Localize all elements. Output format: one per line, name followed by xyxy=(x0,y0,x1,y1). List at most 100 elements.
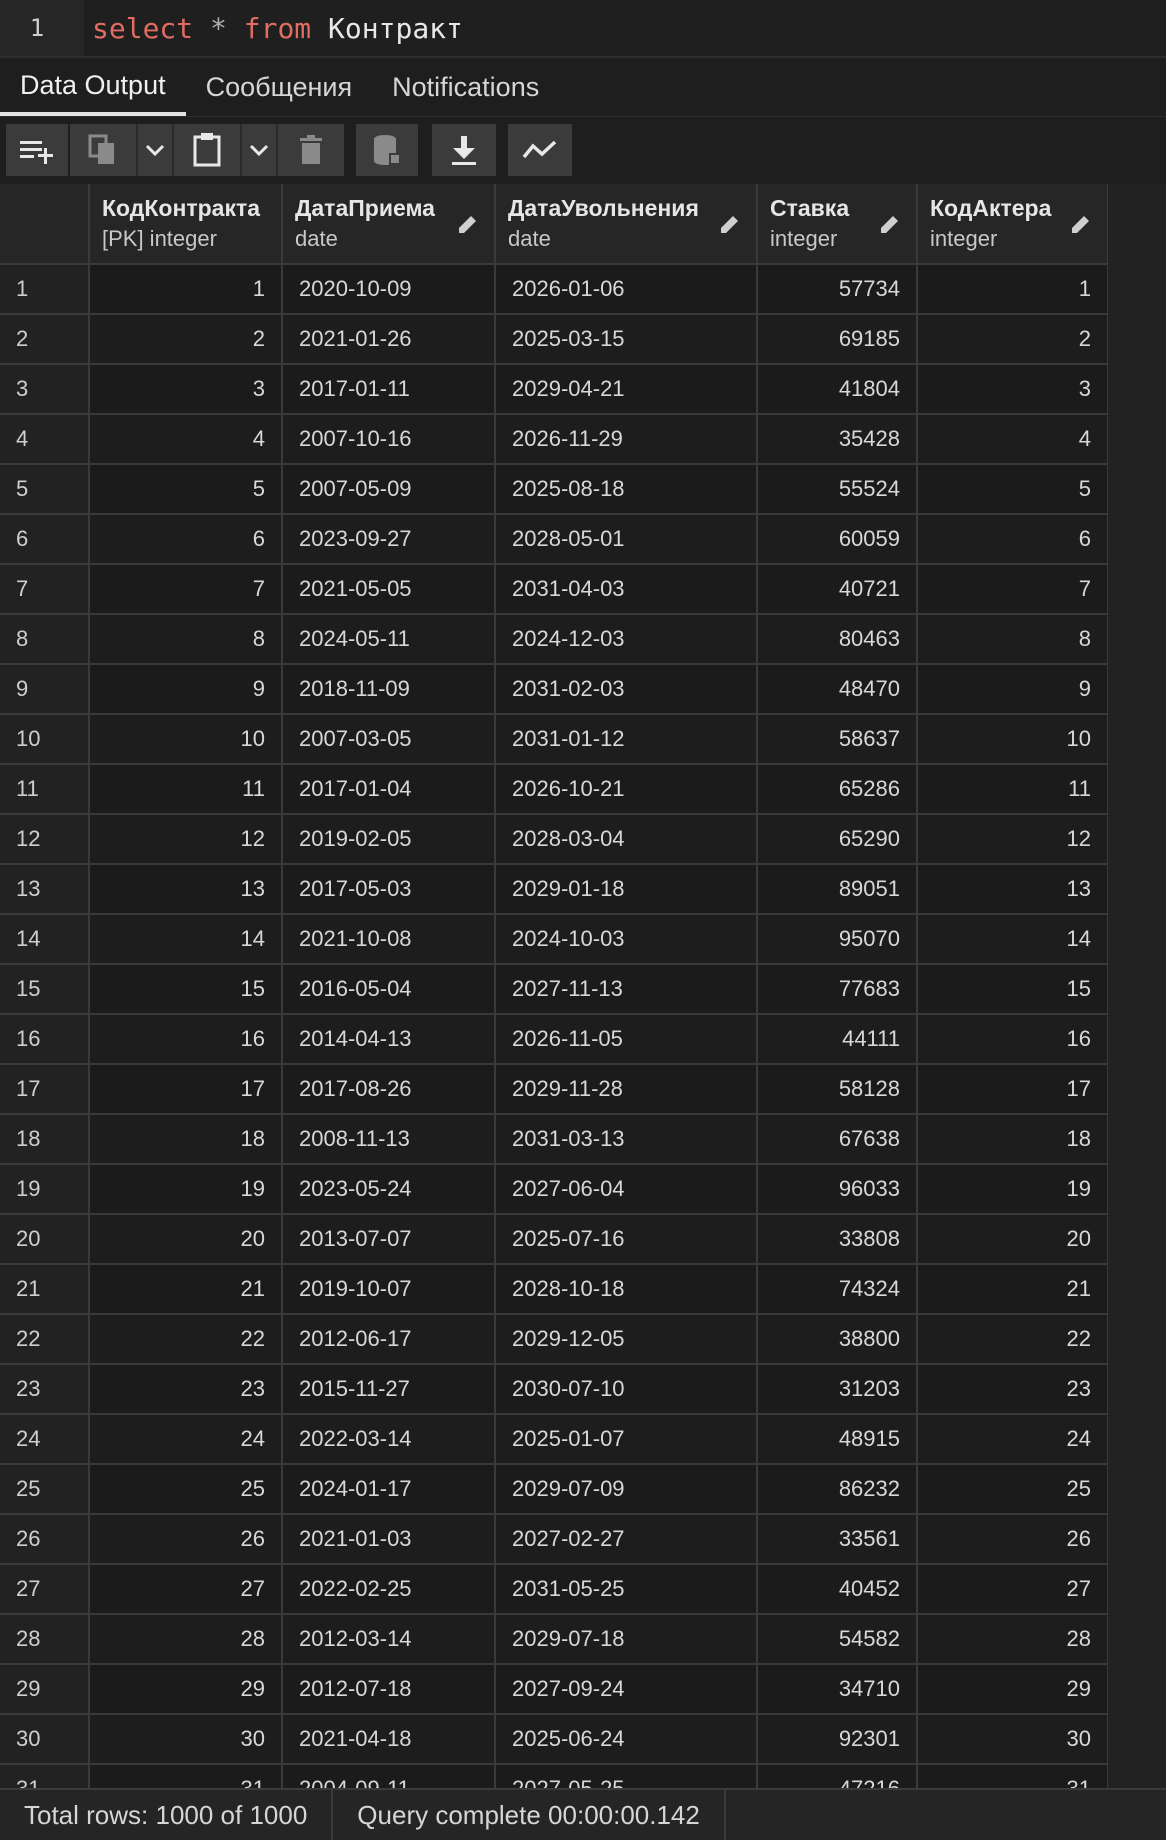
table-row[interactable]: 10 10 2007-03-05 2031-01-12 58637 10 xyxy=(0,714,1108,765)
table-cell[interactable]: 2023-05-24 xyxy=(282,1164,496,1215)
table-cell[interactable]: 30 xyxy=(917,1714,1108,1765)
table-cell[interactable]: 2026-11-05 xyxy=(495,1014,758,1065)
paste-options-dropdown[interactable] xyxy=(242,124,276,176)
table-cell[interactable]: 16 xyxy=(89,1014,283,1065)
table-cell[interactable]: 2017-08-26 xyxy=(282,1064,496,1115)
table-cell[interactable]: 15 xyxy=(89,964,283,1015)
table-cell[interactable]: 16 xyxy=(917,1014,1108,1065)
table-cell[interactable]: 7 xyxy=(917,564,1108,615)
table-cell[interactable]: 2 xyxy=(89,314,283,365)
table-cell[interactable]: 10 xyxy=(89,714,283,765)
column-header-hire-date[interactable]: ДатаПриема date xyxy=(282,184,496,265)
table-cell[interactable]: 13 xyxy=(917,864,1108,915)
table-cell[interactable]: 2014-04-13 xyxy=(282,1014,496,1065)
table-cell[interactable]: 20 xyxy=(917,1214,1108,1265)
table-cell[interactable]: 2031-01-12 xyxy=(495,714,758,765)
table-cell[interactable]: 31203 xyxy=(757,1364,918,1415)
table-cell[interactable]: 60059 xyxy=(757,514,918,565)
table-cell[interactable]: 1 xyxy=(917,264,1108,315)
table-cell[interactable]: 2020-10-09 xyxy=(282,264,496,315)
table-cell[interactable]: 2007-03-05 xyxy=(282,714,496,765)
table-cell[interactable]: 2029-04-21 xyxy=(495,364,758,415)
table-cell[interactable]: 22 xyxy=(89,1314,283,1365)
table-cell[interactable]: 2016-05-04 xyxy=(282,964,496,1015)
table-cell[interactable]: 31 xyxy=(917,1764,1108,1788)
table-cell[interactable]: 24 xyxy=(917,1414,1108,1465)
table-cell[interactable]: 48470 xyxy=(757,664,918,715)
table-cell[interactable]: 26 xyxy=(917,1514,1108,1565)
table-cell[interactable]: 58637 xyxy=(757,714,918,765)
table-cell[interactable]: 17 xyxy=(917,1064,1108,1115)
sql-query[interactable]: select * from Контракт xyxy=(84,12,463,45)
table-cell[interactable]: 18 xyxy=(917,1114,1108,1165)
table-cell[interactable]: 80463 xyxy=(757,614,918,665)
table-cell[interactable]: 2029-11-28 xyxy=(495,1064,758,1115)
table-cell[interactable]: 2007-10-16 xyxy=(282,414,496,465)
column-header-contract-id[interactable]: КодКонтракта [PK] integer xyxy=(89,184,283,265)
table-cell[interactable]: 7 xyxy=(89,564,283,615)
table-cell[interactable]: 2018-11-09 xyxy=(282,664,496,715)
table-cell[interactable]: 2031-02-03 xyxy=(495,664,758,715)
table-cell[interactable]: 27 xyxy=(89,1564,283,1615)
table-row[interactable]: 20 20 2013-07-07 2025-07-16 33808 20 xyxy=(0,1214,1108,1265)
table-row[interactable]: 12 12 2019-02-05 2028-03-04 65290 12 xyxy=(0,814,1108,865)
table-row[interactable]: 16 16 2014-04-13 2026-11-05 44111 16 xyxy=(0,1014,1108,1065)
table-cell[interactable]: 44111 xyxy=(757,1014,918,1065)
table-cell[interactable]: 35428 xyxy=(757,414,918,465)
table-cell[interactable]: 96033 xyxy=(757,1164,918,1215)
table-cell[interactable]: 4 xyxy=(917,414,1108,465)
table-cell[interactable]: 33561 xyxy=(757,1514,918,1565)
table-cell[interactable]: 65290 xyxy=(757,814,918,865)
table-cell[interactable]: 2021-01-26 xyxy=(282,314,496,365)
table-cell[interactable]: 8 xyxy=(917,614,1108,665)
table-row[interactable]: 9 9 2018-11-09 2031-02-03 48470 9 xyxy=(0,664,1108,715)
table-cell[interactable]: 22 xyxy=(917,1314,1108,1365)
table-cell[interactable]: 2008-11-13 xyxy=(282,1114,496,1165)
sql-editor[interactable]: 1 select * from Контракт xyxy=(0,0,1166,58)
table-cell[interactable]: 2021-05-05 xyxy=(282,564,496,615)
table-cell[interactable]: 2017-01-11 xyxy=(282,364,496,415)
table-cell[interactable]: 33808 xyxy=(757,1214,918,1265)
table-cell[interactable]: 2031-04-03 xyxy=(495,564,758,615)
table-row[interactable]: 23 23 2015-11-27 2030-07-10 31203 23 xyxy=(0,1364,1108,1415)
table-cell[interactable]: 2031-03-13 xyxy=(495,1114,758,1165)
table-cell[interactable]: 47216 xyxy=(757,1764,918,1788)
copy-options-dropdown[interactable] xyxy=(138,124,172,176)
table-cell[interactable]: 9 xyxy=(89,664,283,715)
table-cell[interactable]: 95070 xyxy=(757,914,918,965)
table-row[interactable]: 14 14 2021-10-08 2024-10-03 95070 14 xyxy=(0,914,1108,965)
save-data-button[interactable] xyxy=(356,124,418,176)
table-cell[interactable]: 14 xyxy=(917,914,1108,965)
table-cell[interactable]: 2012-06-17 xyxy=(282,1314,496,1365)
table-cell[interactable]: 21 xyxy=(917,1264,1108,1315)
table-cell[interactable]: 5 xyxy=(917,464,1108,515)
table-cell[interactable]: 26 xyxy=(89,1514,283,1565)
paste-button[interactable] xyxy=(174,124,240,176)
column-header-actor-id[interactable]: КодАктера integer xyxy=(917,184,1108,265)
table-cell[interactable]: 48915 xyxy=(757,1414,918,1465)
table-cell[interactable]: 29 xyxy=(917,1664,1108,1715)
table-cell[interactable]: 11 xyxy=(89,764,283,815)
table-cell[interactable]: 18 xyxy=(89,1114,283,1165)
table-cell[interactable]: 10 xyxy=(917,714,1108,765)
table-cell[interactable]: 2024-12-03 xyxy=(495,614,758,665)
table-cell[interactable]: 27 xyxy=(917,1564,1108,1615)
table-row[interactable]: 31312004-09-112027-05-254721631 xyxy=(0,1764,1108,1788)
table-cell[interactable]: 6 xyxy=(917,514,1108,565)
table-cell[interactable]: 20 xyxy=(89,1214,283,1265)
table-cell[interactable]: 17 xyxy=(89,1064,283,1115)
table-cell[interactable]: 2027-09-24 xyxy=(495,1664,758,1715)
table-cell[interactable]: 2 xyxy=(917,314,1108,365)
table-cell[interactable]: 74324 xyxy=(757,1264,918,1315)
table-cell[interactable]: 2021-10-08 xyxy=(282,914,496,965)
table-cell[interactable]: 2027-11-13 xyxy=(495,964,758,1015)
table-row[interactable]: 11 11 2017-01-04 2026-10-21 65286 11 xyxy=(0,764,1108,815)
table-cell[interactable]: 31 xyxy=(89,1764,283,1788)
table-cell[interactable]: 2022-03-14 xyxy=(282,1414,496,1465)
table-row[interactable]: 13 13 2017-05-03 2029-01-18 89051 13 xyxy=(0,864,1108,915)
table-cell[interactable]: 2028-05-01 xyxy=(495,514,758,565)
table-row[interactable]: 17 17 2017-08-26 2029-11-28 58128 17 xyxy=(0,1064,1108,1115)
column-header-dismissal-date[interactable]: ДатаУвольнения date xyxy=(495,184,758,265)
table-cell[interactable]: 2021-04-18 xyxy=(282,1714,496,1765)
table-row[interactable]: 30 30 2021-04-18 2025-06-24 92301 30 xyxy=(0,1714,1108,1765)
